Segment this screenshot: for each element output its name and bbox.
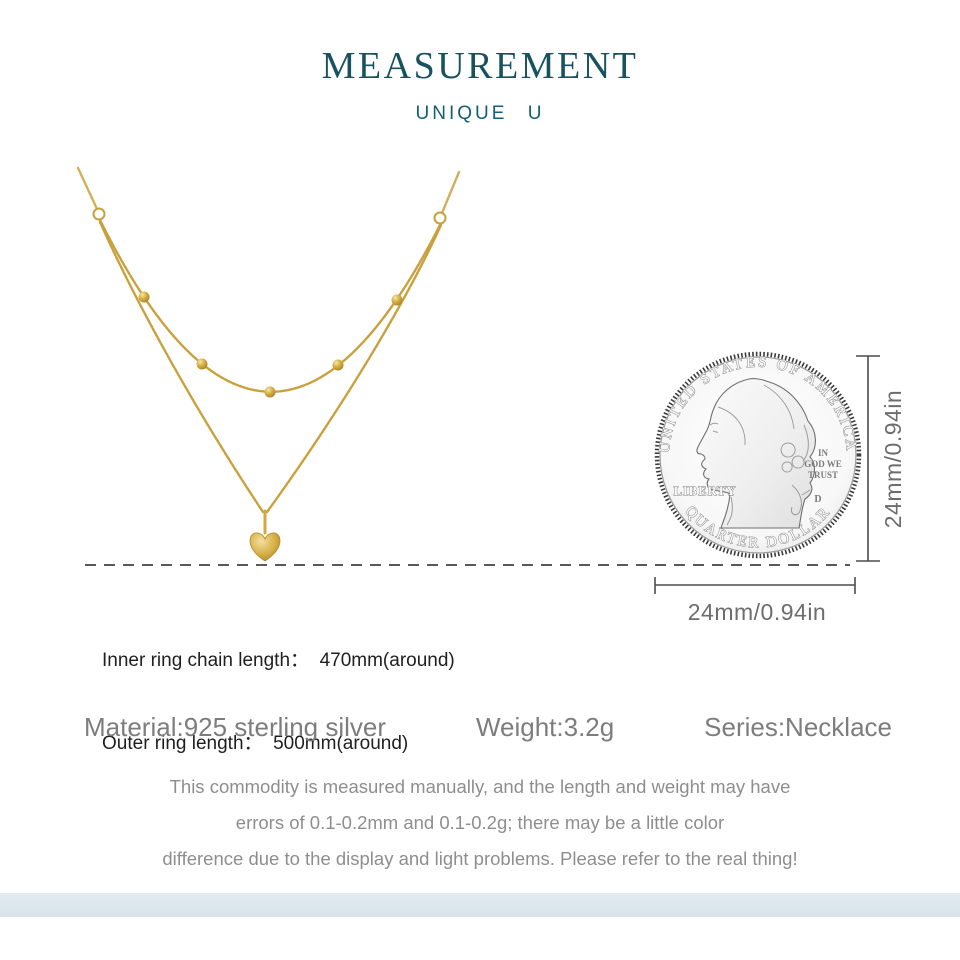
- horizontal-dimension-label: 24mm/0.94in: [688, 599, 826, 625]
- chain-beads: [138, 291, 403, 398]
- coin-liberty-text: LIBERTY: [674, 484, 737, 498]
- product-specs-row: Material:925 sterling silver Weight:3.2g…: [84, 712, 892, 743]
- disclaimer-line3: difference due to the display and light …: [162, 848, 798, 869]
- clasp-ring-right: [433, 211, 447, 225]
- spec-material: Material:925 sterling silver: [84, 712, 387, 742]
- inner-chain: [98, 218, 443, 393]
- horizontal-dimension: [654, 577, 856, 594]
- disclaimer-line1: This commodity is measured manually, and…: [169, 776, 791, 797]
- page-title: MEASUREMENT: [321, 45, 639, 87]
- chain-right-top: [440, 170, 461, 215]
- chain-left-top: [76, 166, 99, 211]
- bust-engraving-lines: [709, 384, 811, 526]
- footer-band: [0, 893, 960, 917]
- coin-motto-line3: TRUST: [808, 470, 838, 480]
- brand-subtitle: UNIQUE U: [415, 103, 545, 124]
- outer-chain-right: [265, 223, 443, 514]
- spec-weight: Weight:3.2g: [475, 712, 615, 742]
- vertical-dimension-label: 24mm/0.94in: [880, 390, 906, 528]
- inner-chain-length: Inner ring chain length： 470mm(around): [102, 650, 455, 671]
- coin-motto-line1: IN: [818, 448, 829, 458]
- disclaimer-line2: errors of 0.1-0.2mm and 0.1-0.2g; there …: [235, 812, 725, 833]
- necklace-graphic: [76, 166, 461, 562]
- chain-length-specs: Inner ring chain length： 470mm(around) O…: [102, 592, 455, 812]
- heart-pendant: [249, 532, 281, 562]
- quarter-coin: UNITED STATES OF AMERICA QUARTER DOLLAR: [654, 351, 862, 559]
- coin-mint-mark: D: [814, 494, 821, 505]
- disclaimer-text: This commodity is measured manually, and…: [0, 769, 960, 877]
- vertical-dimension: [856, 355, 880, 562]
- outer-chain-left: [98, 220, 265, 514]
- spec-series: Series:Necklace: [704, 712, 892, 742]
- coin-motto-line2: GOD WE: [804, 459, 842, 469]
- clasp-ring-left: [92, 207, 106, 221]
- coin-motto: IN GOD WE TRUST D: [804, 448, 842, 505]
- outer-chain-length: Outer ring length： 500mm(around): [102, 732, 409, 754]
- washington-bust: [696, 378, 816, 529]
